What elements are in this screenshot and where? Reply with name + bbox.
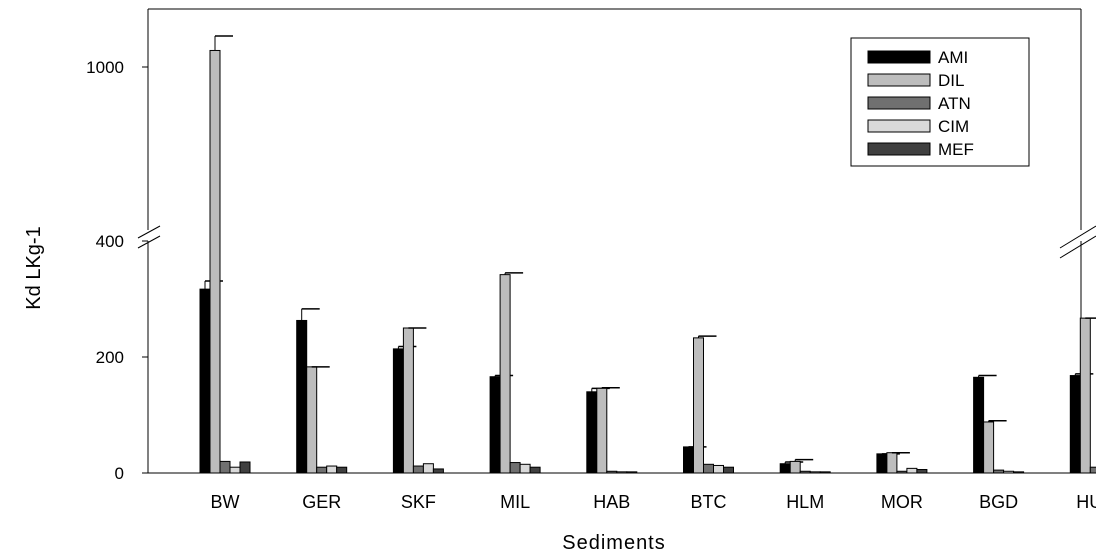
bar-cim-ger	[326, 465, 338, 474]
y-tick-label: 1000	[86, 58, 124, 77]
bar-ami-hus	[1069, 375, 1081, 474]
x-tick-label: HUS	[1076, 492, 1096, 512]
axis-break-mark-right-1	[1059, 225, 1096, 249]
legend-swatch-dil	[867, 73, 931, 87]
bar-cim-bw	[229, 466, 241, 474]
bar-dil-btc	[693, 337, 704, 474]
bar-ami-mil	[489, 376, 501, 474]
bar-atn-hlm	[799, 470, 811, 474]
bar-dil-hab	[596, 387, 608, 474]
axis-break-mark-left-2	[137, 235, 161, 249]
bar-cim-hab	[616, 471, 628, 474]
bar-ami-hlm	[779, 463, 791, 474]
legend-swatch-ami	[867, 50, 931, 64]
bar-ami-ger	[296, 319, 308, 474]
bar-dil-bw	[209, 49, 221, 474]
x-tick-label: SKF	[401, 492, 436, 512]
bar-mef-bgd	[1013, 471, 1025, 474]
axis-break-mark-left-1	[137, 225, 161, 239]
x-tick-label: BW	[211, 492, 240, 512]
bar-mef-bw	[239, 461, 251, 474]
bar-cim-mor	[906, 467, 918, 474]
x-tick-label: MIL	[500, 492, 530, 512]
legend-swatch-atn	[867, 96, 931, 110]
bar-cim-hlm	[809, 471, 821, 474]
bar-dil-mil	[499, 274, 511, 474]
bar-ami-bw	[199, 288, 211, 474]
y-axis-title: Kd LKg-1	[23, 226, 45, 309]
bar-cim-bgd	[1003, 470, 1015, 474]
bar-mef-skf	[432, 468, 444, 474]
bar-atn-mil	[509, 462, 521, 474]
bar-atn-hus	[1089, 466, 1096, 474]
bar-atn-hab	[606, 470, 618, 474]
x-tick-label: HAB	[593, 492, 630, 512]
legend-label-mef: MEF	[938, 140, 974, 159]
bar-atn-skf	[412, 465, 424, 474]
bar-mef-hlm	[819, 471, 831, 474]
bar-ami-skf	[392, 348, 404, 474]
x-tick-label: BGD	[979, 492, 1018, 512]
bar-dil-hus	[1079, 317, 1091, 474]
bar-ami-mor	[876, 453, 888, 474]
legend-swatch-mef	[867, 142, 931, 156]
legend-label-cim: CIM	[938, 117, 969, 136]
legend-label-ami: AMI	[938, 48, 968, 67]
y-axis-ticks: 0 200 400 1000	[86, 58, 148, 483]
bar-atn-ger	[316, 466, 328, 474]
bar-mef-btc	[723, 466, 734, 474]
bar-ami-hab	[586, 391, 598, 474]
bar-dil-mor	[886, 452, 898, 474]
bar-mef-mor	[916, 469, 928, 474]
bar-dil-skf	[402, 327, 414, 474]
bar-atn-mor	[896, 470, 908, 474]
legend-label-dil: DIL	[938, 71, 964, 90]
bar-dil-ger	[306, 366, 318, 474]
y-tick-label: 400	[96, 232, 124, 251]
bar-cim-btc	[713, 464, 724, 474]
legend-swatch-cim	[867, 119, 931, 133]
bar-cim-mil	[519, 463, 531, 474]
bar-dil-bgd	[983, 421, 995, 474]
bar-dil-hlm	[789, 460, 801, 474]
x-axis-tick-labels: BW GER SKF MIL HAB BTC HLM MOR BGD HUS	[211, 492, 1096, 512]
bar-ami-btc	[683, 446, 694, 474]
y-tick-label: 0	[115, 464, 124, 483]
bar-atn-bgd	[993, 469, 1005, 474]
bar-atn-btc	[703, 463, 714, 474]
bar-mef-ger	[336, 466, 348, 474]
x-tick-label: HLM	[786, 492, 824, 512]
bar-series-group	[199, 35, 1096, 474]
bar-atn-bw	[219, 460, 231, 474]
axis-break-mark-right-2	[1059, 235, 1096, 259]
legend-label-atn: ATN	[938, 94, 971, 113]
bar-ami-bgd	[973, 376, 985, 474]
bar-mef-hab	[626, 471, 638, 474]
x-axis-title: Sediments	[562, 532, 666, 554]
bar-cim-skf	[422, 463, 434, 474]
x-tick-label: BTC	[691, 492, 727, 512]
y-tick-label: 200	[96, 348, 124, 367]
bar-mef-mil	[529, 466, 541, 474]
legend: AMI DIL ATN CIM MEF	[850, 37, 1030, 167]
x-tick-label: MOR	[881, 492, 923, 512]
x-tick-label: GER	[302, 492, 341, 512]
